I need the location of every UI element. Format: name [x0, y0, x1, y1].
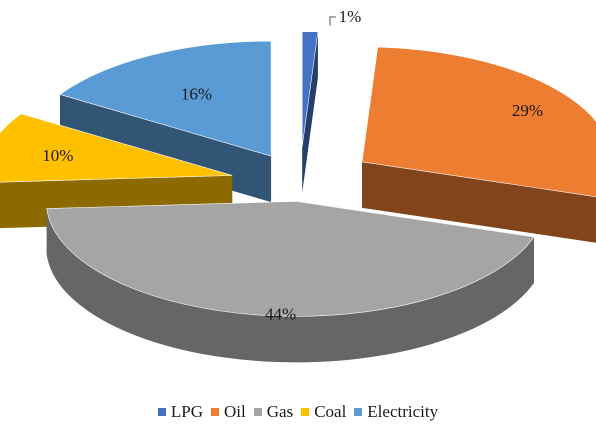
pie-tops: [0, 31, 596, 317]
pie-labels: 1% 29% 44% 10% 16%: [42, 7, 543, 323]
data-label-coal: 10%: [42, 146, 73, 165]
legend-swatch-coal: [301, 408, 310, 416]
legend: LPG Oil Gas Coal Electricity: [0, 402, 596, 422]
legend-item-lpg: LPG: [157, 402, 203, 422]
pie-slice-oil: [361, 46, 596, 198]
pie-slice-edge-gas: [46, 208, 535, 363]
legend-item-gas: Gas: [253, 402, 294, 422]
legend-item-oil: Oil: [211, 402, 246, 422]
legend-swatch-electricity: [354, 408, 363, 416]
legend-item-electricity: Electricity: [354, 402, 438, 422]
pie-slice-coal: [0, 113, 233, 183]
pie-slice-gas: [46, 201, 535, 317]
leader-line-lpg: [329, 16, 336, 26]
legend-label-lpg: LPG: [170, 402, 203, 421]
legend-swatch-oil: [211, 408, 219, 416]
legend-swatch-gas: [253, 408, 262, 416]
legend-swatch-lpg: [157, 408, 166, 416]
legend-label-coal: Coal: [314, 402, 347, 421]
data-label-oil: 29%: [512, 101, 543, 120]
pie-slice-electricity: [59, 40, 272, 157]
data-label-electricity: 16%: [181, 85, 212, 104]
legend-label-electricity: Electricity: [367, 402, 439, 421]
pie-slice-wall-oil-1: [362, 161, 596, 243]
pie-slice-wall-lpg-1: [302, 31, 318, 193]
legend-item-coal: Coal: [301, 402, 346, 422]
legend-label-oil: Oil: [224, 402, 246, 421]
legend-label-gas: Gas: [266, 402, 294, 421]
data-label-lpg: 1%: [339, 7, 362, 26]
pie-slice-lpg: [301, 31, 319, 147]
data-label-gas: 44%: [265, 304, 296, 323]
